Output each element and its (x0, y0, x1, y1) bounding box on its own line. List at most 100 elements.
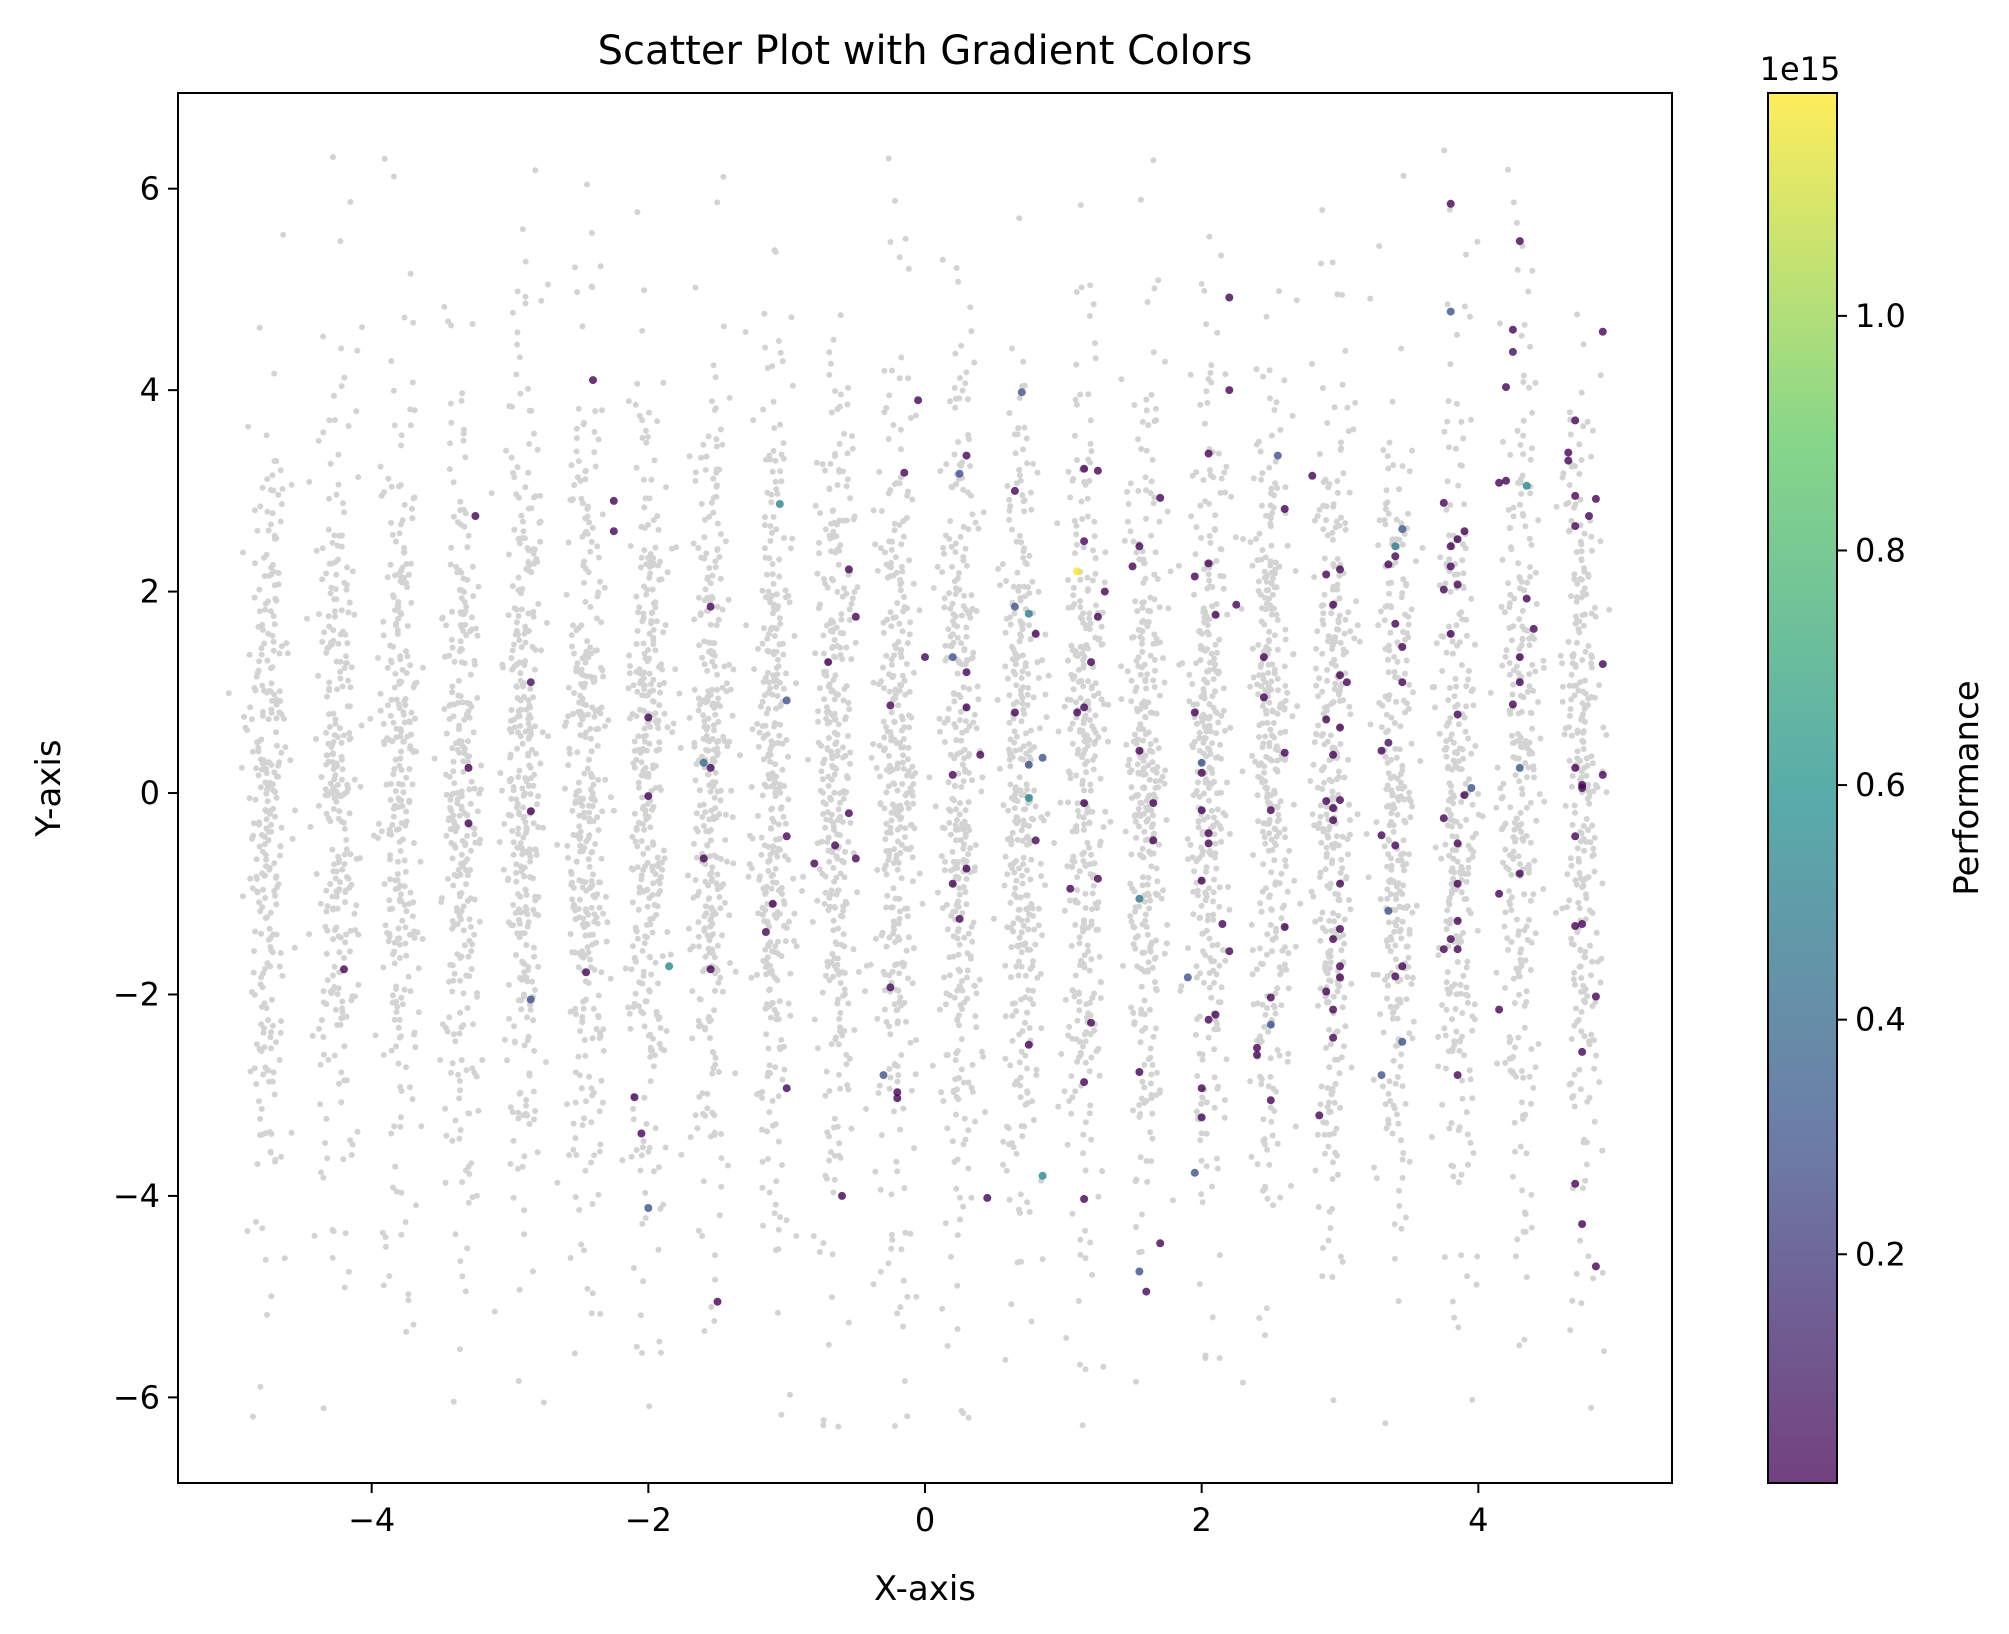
background-point (882, 862, 889, 869)
background-point (571, 650, 577, 657)
background-point (785, 1000, 792, 1007)
background-point (1208, 650, 1215, 657)
background-point (335, 853, 342, 860)
background-point (700, 735, 707, 742)
background-point (330, 627, 337, 634)
background-point (941, 739, 948, 745)
background-point (762, 1005, 769, 1012)
background-point (524, 849, 531, 856)
background-point (522, 775, 529, 782)
background-point (770, 513, 777, 520)
background-point (660, 379, 667, 386)
background-point (411, 840, 417, 846)
background-point (698, 500, 705, 507)
background-point (334, 991, 341, 998)
background-point (316, 1025, 322, 1032)
background-point (1080, 826, 1087, 833)
background-point (1017, 787, 1024, 794)
background-point (468, 948, 475, 955)
background-point (720, 881, 727, 888)
background-point (1151, 494, 1158, 501)
background-point (343, 846, 350, 853)
background-point (513, 952, 519, 958)
background-point (270, 1069, 277, 1076)
background-point (715, 616, 722, 623)
background-point (341, 579, 348, 586)
background-point (639, 794, 646, 801)
background-point (471, 831, 478, 838)
background-point (333, 491, 340, 498)
background-point (380, 964, 387, 971)
background-point (510, 469, 517, 476)
background-point (971, 711, 978, 718)
background-point (323, 908, 330, 915)
background-point (956, 1022, 962, 1029)
background-point (852, 639, 859, 646)
background-point (638, 1152, 645, 1159)
background-point (320, 1051, 327, 1058)
background-point (393, 725, 400, 732)
background-point (1015, 972, 1022, 979)
background-point (1145, 892, 1152, 899)
background-point (585, 949, 592, 956)
background-point (1020, 446, 1026, 453)
background-point (775, 656, 781, 663)
background-point (769, 971, 776, 978)
background-point (633, 464, 640, 471)
background-point (888, 737, 895, 744)
background-point (717, 531, 724, 538)
background-point (639, 692, 646, 699)
background-point (517, 840, 524, 847)
background-point (953, 395, 959, 402)
background-point (398, 1033, 404, 1040)
background-point (396, 569, 403, 576)
background-point (1144, 806, 1151, 813)
background-point (599, 407, 605, 414)
background-point (652, 647, 659, 654)
background-point (1193, 720, 1200, 727)
background-point (831, 789, 838, 796)
background-point (605, 717, 612, 724)
background-point (403, 808, 410, 815)
background-point (1150, 1033, 1157, 1040)
background-point (1036, 725, 1043, 732)
background-point (1152, 1025, 1159, 1032)
background-point (746, 861, 753, 868)
background-point (457, 977, 464, 984)
background-point (1011, 728, 1018, 735)
background-point (717, 905, 724, 912)
background-point (338, 776, 345, 783)
background-point (840, 517, 847, 524)
background-point (777, 1214, 784, 1221)
background-point (515, 1109, 522, 1116)
background-point (772, 761, 779, 768)
background-point (327, 881, 334, 887)
background-point (874, 567, 881, 574)
background-point (252, 687, 259, 694)
background-point (641, 738, 648, 745)
background-point (457, 955, 464, 961)
background-point (641, 547, 648, 554)
background-point (572, 800, 579, 807)
background-point (264, 798, 271, 805)
background-point (517, 390, 524, 397)
background-point (577, 834, 584, 841)
background-point (1028, 856, 1035, 863)
background-point (1150, 157, 1157, 164)
background-point (706, 513, 713, 520)
background-point (719, 932, 725, 939)
background-point (1127, 528, 1134, 535)
background-point (758, 834, 765, 841)
background-point (262, 1256, 269, 1263)
background-point (1141, 828, 1148, 835)
background-point (1079, 777, 1086, 784)
background-point (337, 668, 344, 675)
background-point (822, 889, 829, 896)
background-point (572, 1194, 579, 1200)
background-point (629, 833, 636, 840)
background-point (458, 645, 465, 652)
background-point (649, 806, 656, 813)
background-point (639, 1144, 646, 1151)
background-point (1096, 842, 1103, 849)
background-point (409, 515, 416, 522)
